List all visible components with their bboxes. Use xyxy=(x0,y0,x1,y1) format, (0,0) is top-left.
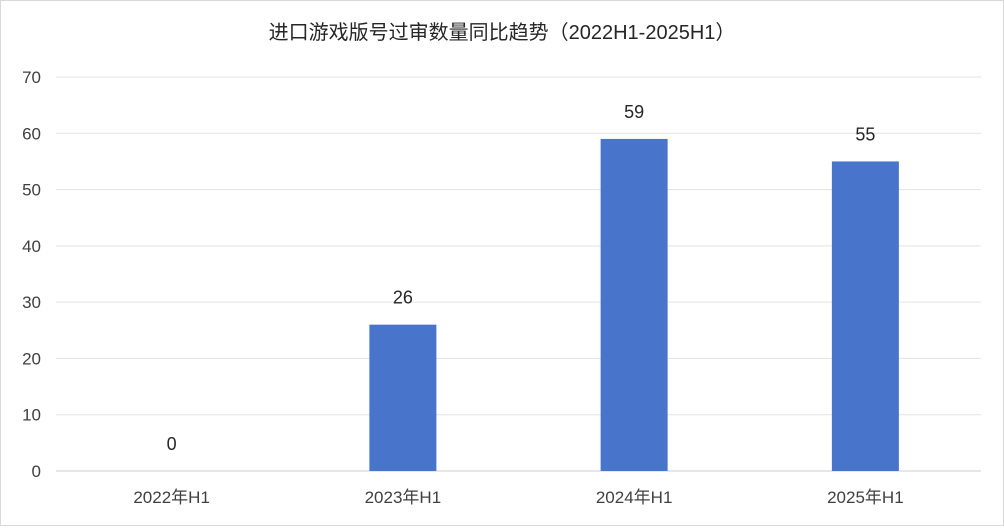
y-tick-label: 30 xyxy=(22,293,41,312)
x-axis-categories: 2022年H1 2023年H1 2024年H1 2025年H1 xyxy=(133,488,903,507)
bar xyxy=(369,324,437,471)
y-axis-ticks: 0 10 20 30 40 50 60 70 xyxy=(22,68,41,481)
bar xyxy=(600,138,668,471)
chart-title: 进口游戏版号过审数量同比趋势（2022H1-2025H1） xyxy=(269,21,736,44)
y-tick-label: 40 xyxy=(22,237,41,256)
data-label: 59 xyxy=(624,102,644,122)
data-label: 26 xyxy=(393,288,413,308)
bars xyxy=(369,138,899,471)
y-tick-label: 60 xyxy=(22,124,41,143)
y-tick-label: 10 xyxy=(22,406,41,425)
bar xyxy=(831,161,899,471)
y-tick-label: 20 xyxy=(22,349,41,368)
x-category-label: 2024年H1 xyxy=(596,488,673,507)
x-category-label: 2022年H1 xyxy=(133,488,210,507)
x-category-label: 2025年H1 xyxy=(827,488,904,507)
y-tick-label: 70 xyxy=(22,68,41,87)
y-tick-label: 50 xyxy=(22,181,41,200)
data-label: 55 xyxy=(855,124,875,144)
data-label: 0 xyxy=(167,434,177,454)
x-category-label: 2023年H1 xyxy=(365,488,442,507)
gridlines xyxy=(56,76,981,472)
y-tick-label: 0 xyxy=(32,462,41,481)
data-labels: 0 26 59 55 xyxy=(167,102,876,454)
